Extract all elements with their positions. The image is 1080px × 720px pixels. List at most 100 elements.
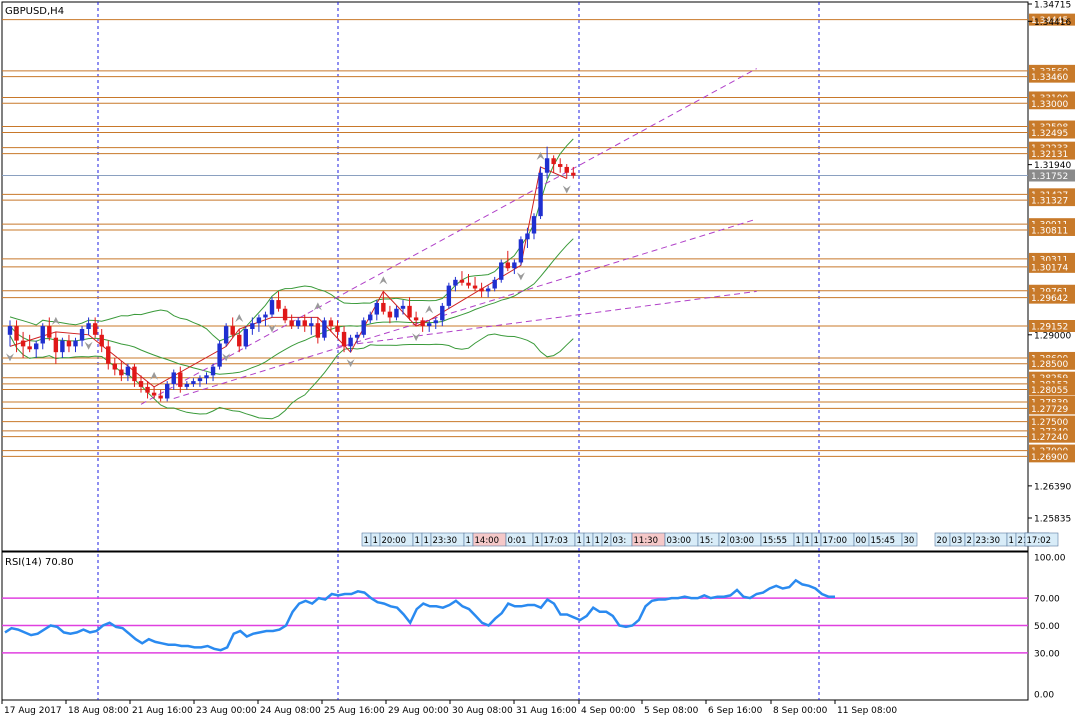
candle (27, 334, 32, 353)
session-tag-label: 1 (415, 536, 420, 546)
session-tag-label: 17:03 (544, 536, 569, 546)
candle-body (79, 329, 85, 341)
time-axis-label: 25 Aug 16:00 (324, 706, 385, 716)
candle-body (525, 233, 530, 240)
candle-body (518, 239, 524, 263)
candle-body (269, 300, 275, 315)
candle-body (184, 384, 190, 387)
bollinger-lower (9, 333, 574, 420)
candle-body (204, 375, 209, 379)
candle-body (558, 164, 563, 167)
candle (178, 366, 183, 393)
price-level-label: 1.27500 (1031, 418, 1068, 428)
candle-body (335, 326, 340, 332)
chart-title: GBPUSD,H4 (5, 6, 64, 17)
candle-body (276, 300, 281, 309)
candle-body (348, 337, 353, 347)
price-level-tag (1029, 97, 1075, 110)
candle-body (309, 323, 314, 327)
time-axis-label: 11 Sep 08:00 (837, 706, 897, 716)
price-level-tag (1029, 430, 1075, 443)
price-axis-tick-label: 1.26390 (1034, 482, 1071, 492)
candle-body (341, 331, 347, 347)
session-tag-label: 23:30 (976, 536, 1001, 546)
session-tag-label: 15:55 (763, 536, 788, 546)
session-tag-label: 1 (814, 536, 819, 546)
trend-channel-line (337, 290, 757, 347)
fractal-up-arrow (379, 276, 388, 285)
session-tag (901, 532, 918, 547)
candle (73, 337, 78, 353)
candle (20, 331, 26, 358)
candle-body (60, 340, 65, 353)
candle (440, 302, 445, 327)
candle (171, 369, 176, 390)
candle-body (381, 302, 386, 312)
candle (79, 326, 85, 347)
candle (256, 314, 262, 332)
candle-body (34, 343, 39, 350)
candle (322, 317, 327, 341)
candle (479, 282, 484, 298)
session-tag-label: 2 (604, 536, 609, 546)
rsi-indicator: 100.00 70.00 50.00 30.00 0.00 (2, 554, 1066, 701)
candle (7, 320, 13, 347)
price-level-tag (1029, 402, 1075, 415)
candle-body (40, 326, 45, 344)
price-level-label: 1.30311 (1031, 255, 1068, 265)
price-level-label: 1.30811 (1031, 226, 1068, 236)
session-tag-label: 1 (796, 536, 801, 546)
candle (250, 317, 255, 335)
candle-body (197, 378, 203, 382)
price-level-label: 1.29642 (1031, 294, 1068, 304)
candle-body (47, 326, 52, 338)
fractal-down-arrow (222, 353, 231, 362)
candle-body (394, 308, 399, 318)
candle-body (165, 384, 170, 399)
candle (394, 305, 399, 321)
candle (119, 360, 124, 382)
candle (374, 300, 379, 321)
candle-body (499, 262, 504, 280)
candle-body (178, 372, 183, 387)
candle-body (407, 305, 412, 318)
candle-body (296, 320, 301, 327)
fractal-down-arrow (516, 272, 525, 281)
price-level-tag (1029, 70, 1075, 83)
fractal-down-arrow (84, 341, 93, 350)
candlesticks[interactable] (7, 146, 576, 402)
rsi-axis-tick-label: 70.00 (1034, 595, 1060, 605)
candle-body (256, 317, 262, 324)
candle-body (538, 172, 543, 217)
candle-body (551, 158, 556, 165)
price-level-label: 1.28055 (1031, 386, 1068, 396)
candle (538, 166, 543, 220)
price-level-tag (1029, 383, 1075, 396)
candle-body (73, 340, 78, 347)
candle (204, 372, 209, 385)
candle (499, 259, 504, 283)
price-axis-tick-label: 1.25835 (1034, 515, 1071, 525)
candle (309, 317, 314, 335)
session-tag-label: 30 (904, 536, 915, 546)
candle (341, 326, 347, 353)
candle-body (237, 334, 242, 347)
time-axis-label: 17 Aug 2017 (4, 706, 62, 716)
candle-body (479, 288, 484, 292)
candle (413, 311, 419, 327)
candle (453, 276, 458, 292)
candle (210, 363, 216, 382)
candle-body (138, 381, 144, 387)
session-tag-label: 03: (613, 536, 627, 546)
time-axis-label: 21 Aug 16:00 (132, 706, 193, 716)
candle (368, 311, 373, 324)
session-tag-label: 1 (466, 536, 471, 546)
candle (165, 381, 170, 402)
candle (66, 334, 72, 353)
candle (407, 297, 412, 321)
candle (348, 334, 353, 353)
candle-body (230, 326, 235, 335)
time-axis-label: 6 Sep 16:00 (708, 706, 763, 716)
